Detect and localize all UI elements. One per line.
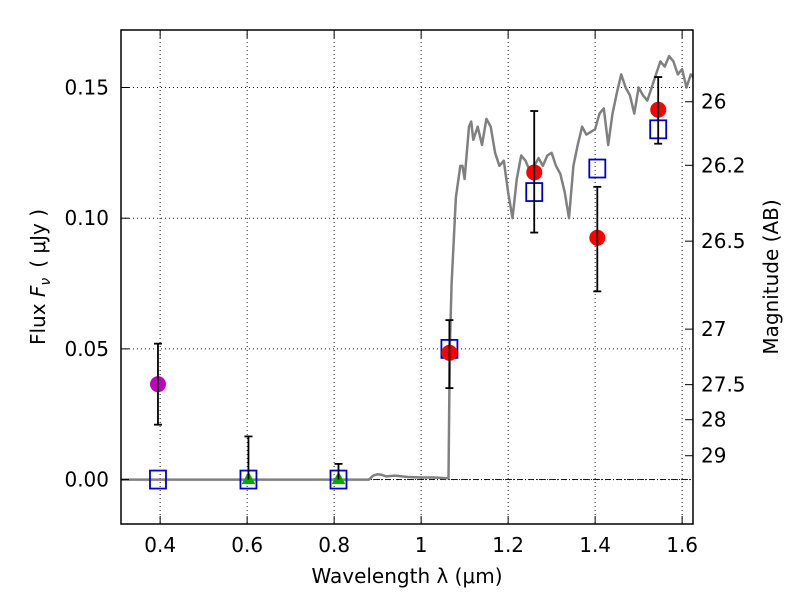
y-axis-label-prefix: Flux (26, 297, 50, 345)
x-tick-label: 0.4 (144, 533, 176, 557)
y-axis-label-symbol: F (26, 285, 50, 297)
right-tick-label: 26 (701, 90, 726, 114)
y-tick-label: 0.15 (64, 76, 109, 100)
x-tick-label: 0.8 (318, 533, 350, 557)
model-photometry-square (149, 469, 167, 490)
x-tick-label: 1 (415, 533, 428, 557)
right-tick-label: 26.2 (701, 153, 746, 177)
right-tick-label: 27.5 (701, 373, 746, 397)
right-tick-label: 26.5 (701, 229, 746, 253)
right-axis-label: Magnitude (AB) (759, 199, 783, 354)
axes-ticks: 0.4 0.6 0.8 1 1.2 1.4 1.6 0.00 0.05 0.10 0.15 26 26.… (64, 30, 746, 557)
y-tick-label: 0.10 (64, 206, 109, 230)
y-axis-label-subscript: ν (38, 278, 54, 286)
right-tick-label: 28 (701, 408, 726, 432)
x-tick-label: 0.6 (231, 533, 263, 557)
plot-area (121, 54, 694, 490)
y-axis-label-unit: ( μJy ) (26, 209, 50, 268)
right-tick-label: 29 (701, 444, 726, 468)
axes-frame (120, 29, 694, 525)
x-tick-label: 1.6 (666, 533, 698, 557)
x-tick-label: 1.4 (579, 533, 611, 557)
x-axis-label: Wavelength λ (μm) (311, 564, 502, 588)
model-photometry-square (588, 158, 607, 179)
x-tick-label: 1.2 (492, 533, 524, 557)
y-tick-label: 0.05 (64, 337, 109, 361)
y-tick-label: 0.00 (64, 468, 109, 492)
y-axis-label: Flux Fν ( μJy ) (26, 209, 54, 345)
right-tick-label: 27 (701, 317, 726, 341)
